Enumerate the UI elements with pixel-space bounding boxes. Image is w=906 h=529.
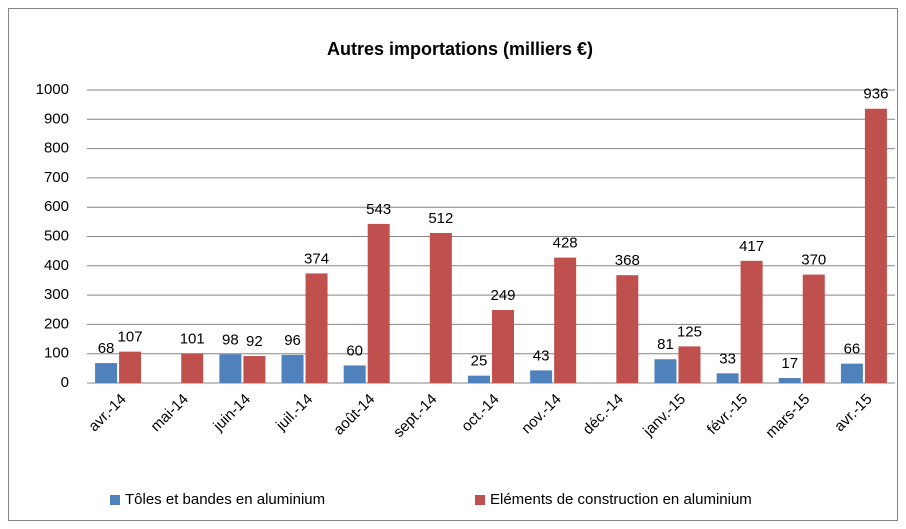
data-label: 428 xyxy=(553,235,578,252)
bar xyxy=(778,378,801,383)
bar xyxy=(305,273,328,383)
bar xyxy=(243,356,266,383)
data-label: 370 xyxy=(801,252,826,269)
bar xyxy=(181,353,204,383)
chart-border xyxy=(8,8,898,521)
bar xyxy=(654,359,677,383)
y-tick-label: 300 xyxy=(44,286,69,303)
data-label: 60 xyxy=(346,342,363,359)
legend-label: Eléments de construction en aluminium xyxy=(490,491,752,508)
y-tick-label: 400 xyxy=(44,257,69,274)
data-label: 512 xyxy=(428,210,453,227)
bar xyxy=(468,375,490,383)
bar xyxy=(492,310,514,383)
bar xyxy=(616,275,639,383)
y-tick-label: 900 xyxy=(44,110,69,127)
data-label: 368 xyxy=(615,252,640,269)
legend-label: Tôles et bandes en aluminium xyxy=(125,491,325,508)
bar xyxy=(678,346,701,383)
bar xyxy=(740,260,763,383)
legend-swatch xyxy=(110,495,120,505)
y-tick-label: 1000 xyxy=(36,81,69,98)
bar xyxy=(864,108,887,383)
y-tick-label: 800 xyxy=(44,140,69,157)
data-label: 374 xyxy=(304,250,329,267)
data-label: 107 xyxy=(118,329,143,346)
data-label: 936 xyxy=(863,86,888,103)
bar xyxy=(429,232,452,383)
bar xyxy=(716,373,739,383)
data-label: 125 xyxy=(677,323,702,340)
data-label: 98 xyxy=(222,331,239,348)
bar xyxy=(95,363,118,383)
data-label: 66 xyxy=(844,341,861,358)
data-label: 25 xyxy=(471,353,488,370)
y-tick-label: 0 xyxy=(61,374,69,391)
data-label: 43 xyxy=(533,347,550,364)
data-label: 249 xyxy=(490,287,515,304)
data-label: 417 xyxy=(739,238,764,255)
bar xyxy=(367,223,390,383)
bar xyxy=(840,363,863,383)
bar xyxy=(530,370,553,383)
data-label: 17 xyxy=(781,355,798,372)
data-label: 101 xyxy=(180,330,205,347)
y-tick-label: 700 xyxy=(44,169,69,186)
y-tick-label: 500 xyxy=(44,227,69,244)
bar xyxy=(343,365,366,383)
y-tick-label: 100 xyxy=(44,345,69,362)
y-tick-label: 200 xyxy=(44,315,69,332)
bar xyxy=(554,257,577,383)
bar xyxy=(281,354,304,383)
legend-swatch xyxy=(475,495,485,505)
data-label: 81 xyxy=(657,336,674,353)
data-label: 92 xyxy=(246,333,263,350)
bar xyxy=(802,274,825,383)
data-label: 543 xyxy=(366,201,391,218)
chart-title: Autres importations (milliers €) xyxy=(327,39,593,59)
y-tick-label: 600 xyxy=(44,198,69,215)
data-label: 33 xyxy=(719,350,736,367)
bar xyxy=(119,351,142,383)
bar xyxy=(219,354,242,383)
data-label: 96 xyxy=(284,332,301,349)
data-label: 68 xyxy=(98,340,115,357)
